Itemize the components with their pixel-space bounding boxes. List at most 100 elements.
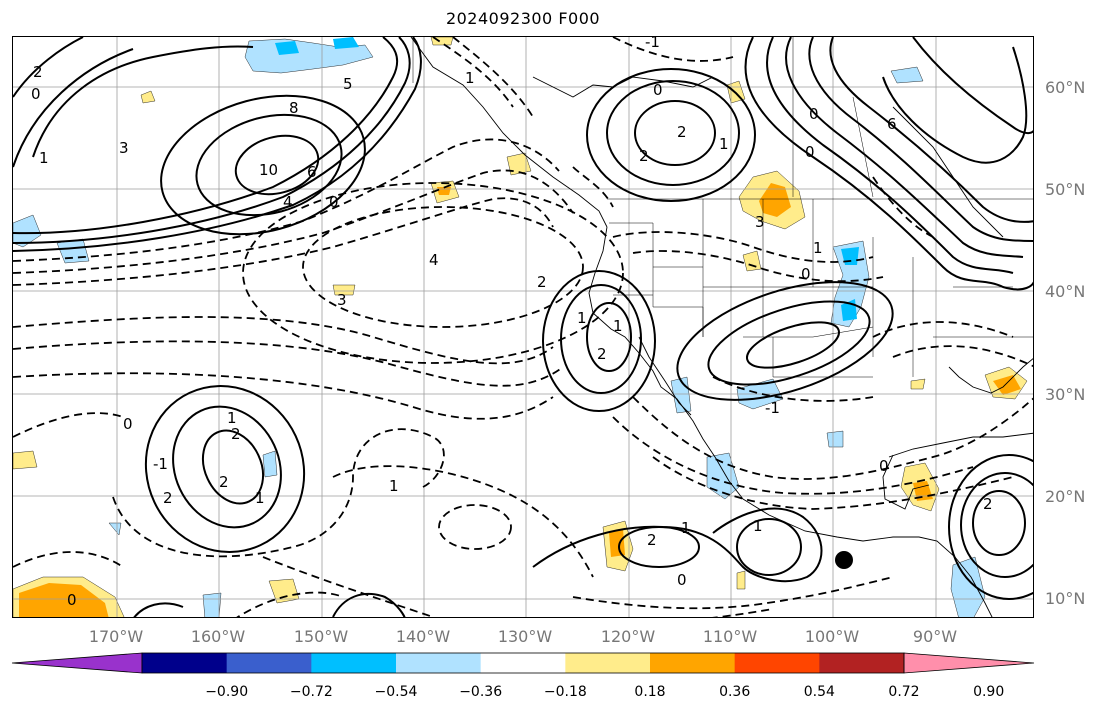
contour-label: 10 xyxy=(259,161,278,179)
shade-positive xyxy=(140,90,156,104)
shade-negative xyxy=(890,66,924,84)
contour-label: 1 xyxy=(681,519,691,537)
lon-label-170w: 170°W xyxy=(88,627,144,646)
contour-label: 1 xyxy=(577,309,587,327)
shade-positive xyxy=(910,378,926,390)
lon-label-140w: 140°W xyxy=(395,627,451,646)
shade-positive xyxy=(506,152,532,176)
colorbar-tick-label: −0.18 xyxy=(543,684,587,700)
shade-negative xyxy=(202,592,222,617)
colorbar-segment xyxy=(396,653,482,673)
shade-negative xyxy=(13,214,42,248)
lat-label-30n: 30°N xyxy=(1045,385,1086,404)
colorbar-segment xyxy=(734,653,820,673)
contour-label: 3 xyxy=(755,213,765,231)
contour-label: 5 xyxy=(343,75,353,93)
contours-negative xyxy=(13,37,1033,617)
colorbar-tick-label: −0.90 xyxy=(205,684,249,700)
contour-label: 0 xyxy=(801,265,811,283)
colorbar-tick-label: −0.72 xyxy=(289,684,333,700)
contour-label: -1 xyxy=(645,37,660,51)
colorbar-tick-label: −0.36 xyxy=(459,684,503,700)
lat-label-20n: 20°N xyxy=(1045,487,1086,506)
map-title: 2024092300 F000 xyxy=(445,9,601,28)
contour-label: 1 xyxy=(465,69,475,87)
colorbar-tick-label: 0.90 xyxy=(973,684,1005,700)
contour-label: 6 xyxy=(307,163,317,181)
colorbar-segment xyxy=(650,653,736,673)
lon-label-100w: 100°W xyxy=(804,627,860,646)
contour-label: 2 xyxy=(597,345,607,363)
lon-label-130w: 130°W xyxy=(497,627,553,646)
map-canvas: 2 0 1 3 8 5 10 6 4 1 0 2 2 -1 1 0 0 6 4 … xyxy=(13,37,1033,617)
map-panel[interactable]: 2 0 1 3 8 5 10 6 4 1 0 2 2 -1 1 0 0 6 4 … xyxy=(12,36,1034,618)
contour-label: 2 xyxy=(537,273,547,291)
contour-label: 0 xyxy=(67,591,77,609)
colorbar-segment xyxy=(311,653,397,673)
contour-label: 0 xyxy=(879,457,889,475)
lon-label-160w: 160°W xyxy=(190,627,246,646)
contour-label: 0 xyxy=(31,85,41,103)
contour-label: 4 xyxy=(283,193,293,211)
contour-label: 2 xyxy=(677,123,687,141)
colorbar-tick-label: 0.54 xyxy=(803,684,835,700)
lat-label-40n: 40°N xyxy=(1045,282,1086,301)
contour-label: 0 xyxy=(805,143,815,161)
colorbar-segment xyxy=(480,653,566,673)
contour-label: 1 xyxy=(255,489,265,507)
shade-positive xyxy=(332,284,356,296)
lat-label-50n: 50°N xyxy=(1045,180,1086,199)
shade-negative xyxy=(56,238,90,264)
contour-label: 1 xyxy=(227,409,237,427)
shade-positive xyxy=(742,250,762,272)
contour-label: 2 xyxy=(639,147,649,165)
colorbar-segment xyxy=(565,653,651,673)
colorbar-tick-label: −0.54 xyxy=(374,684,418,700)
contour-label: 2 xyxy=(647,531,657,549)
shade-negative-strong xyxy=(841,247,859,265)
shade-negative-strong xyxy=(333,37,359,49)
contour-label: 1 xyxy=(613,317,623,335)
contour-label: 2 xyxy=(163,489,173,507)
state-borders xyxy=(412,37,1033,378)
shade-negative xyxy=(108,522,122,536)
contour-label: 1 xyxy=(39,149,49,167)
contour-label: 2 xyxy=(33,63,43,81)
shade-positive-strong xyxy=(759,183,791,217)
contour-label: 0 xyxy=(123,415,133,433)
contour-label-layer: 2 0 1 3 8 5 10 6 4 1 0 2 2 -1 1 0 0 6 4 … xyxy=(31,37,993,609)
lon-label-150w: 150°W xyxy=(293,627,349,646)
lat-label-10n: 10°N xyxy=(1045,589,1086,608)
contour-label: 2 xyxy=(219,473,229,491)
contours-positive xyxy=(13,37,1033,617)
colorbar-segments xyxy=(11,652,1035,674)
shade-positive xyxy=(736,570,746,590)
contour-label: 1 xyxy=(389,477,399,495)
contour-label: 1 xyxy=(753,517,763,535)
shade-negative xyxy=(950,556,986,617)
contour-label: 0 xyxy=(677,571,687,589)
lon-label-120w: 120°W xyxy=(600,627,656,646)
shade-positive-strong xyxy=(993,375,1021,395)
colorbar xyxy=(11,652,1035,674)
contour-label: 0 xyxy=(809,105,819,123)
contour-label: 2 xyxy=(231,425,241,443)
shade-positive-strong xyxy=(609,529,625,557)
contour-label: 6 xyxy=(887,115,897,133)
shading-layer xyxy=(13,37,1028,617)
shade-positive xyxy=(13,450,38,470)
contour-label: -1 xyxy=(765,399,780,417)
contour-label: -1 xyxy=(153,455,168,473)
contour-label: 1 xyxy=(719,135,729,153)
lon-label-90w: 90°W xyxy=(912,627,958,646)
colorbar-tick-label: 0.18 xyxy=(634,684,666,700)
contour-label: 2 xyxy=(983,495,993,513)
black-dot-marker[interactable] xyxy=(835,551,853,569)
lon-label-110w: 110°W xyxy=(702,627,758,646)
shade-negative xyxy=(826,430,844,448)
shade-positive-strong xyxy=(19,583,109,617)
grid-lines xyxy=(13,37,1033,617)
contour-label: 0 xyxy=(653,81,663,99)
contour-label: 4 xyxy=(429,251,439,269)
colorbar-tick-label: 0.72 xyxy=(888,684,920,700)
